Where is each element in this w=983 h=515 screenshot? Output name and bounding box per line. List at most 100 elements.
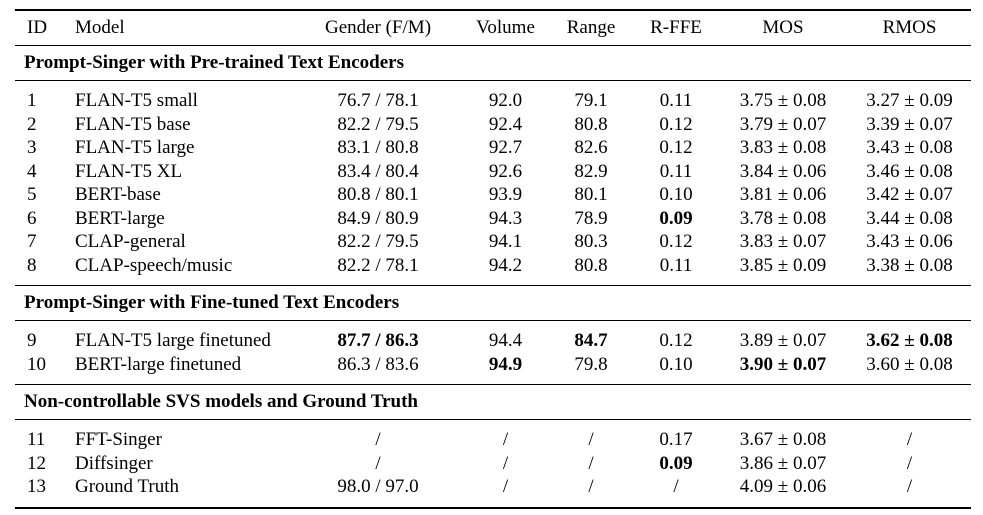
cell-id: 8: [27, 254, 37, 276]
cell-mos: 3.86 ± 0.07: [739, 452, 827, 474]
cell-volume: 94.4: [488, 330, 523, 351]
cell-rffe: 0.12: [659, 231, 693, 252]
cell-rffe: 0.12: [659, 113, 693, 135]
header-model: Model: [59, 9, 293, 46]
cell-rffe: 0.11: [659, 254, 693, 276]
cell-range: 79.8: [574, 353, 608, 375]
cell-range-best: 84.7: [574, 330, 608, 351]
cell-range: 80.1: [574, 184, 608, 205]
section-title: Prompt-Singer with Fine-tuned Text Encod…: [15, 285, 971, 321]
cell-model: FLAN-T5 small: [75, 90, 198, 111]
cell-gender: 82.2 / 78.1: [337, 254, 419, 276]
cell-mos: 3.67 ± 0.08: [739, 429, 827, 450]
header-rffe: R-FFE: [634, 9, 718, 46]
cell-model: Diffsinger: [75, 452, 153, 474]
cell-rmos-best: 3.62 ± 0.08: [866, 330, 953, 351]
cell-volume: 92.7: [488, 137, 523, 158]
cell-range: /: [588, 429, 594, 450]
cell-rmos: 3.43 ± 0.08: [866, 137, 953, 158]
cell-mos: 3.81 ± 0.06: [739, 184, 827, 205]
cell-rmos: 3.43 ± 0.06: [866, 231, 953, 252]
cell-range: 82.6: [574, 137, 608, 158]
table-row: 10 BERT-large finetuned 86.3 / 83.6 94.9…: [15, 353, 971, 377]
section-title: Non-controllable SVS models and Ground T…: [15, 384, 971, 420]
cell-rffe: 0.10: [659, 353, 693, 375]
section-header: Prompt-Singer with Fine-tuned Text Encod…: [15, 285, 971, 321]
cell-volume: /: [502, 476, 509, 497]
cell-model: Ground Truth: [75, 476, 179, 497]
cell-volume-best: 94.9: [488, 353, 523, 375]
cell-gender: /: [375, 452, 381, 474]
table-row: 11 FFT-Singer / / / 0.17 3.67 ± 0.08 /: [15, 428, 971, 452]
header-volume: Volume: [463, 9, 548, 46]
cell-rffe-best: 0.09: [659, 452, 693, 474]
header-id: ID: [15, 9, 59, 46]
cell-range: 80.8: [574, 113, 608, 135]
cell-rmos: /: [906, 476, 913, 497]
cell-gender: /: [375, 429, 381, 450]
cell-gender: 86.3 / 83.6: [337, 353, 419, 375]
cell-model: BERT-large finetuned: [75, 353, 242, 375]
cell-volume: 94.2: [488, 254, 523, 276]
cell-model: CLAP-general: [75, 231, 186, 252]
cell-mos-best: 3.90 ± 0.07: [739, 353, 827, 375]
section-title: Prompt-Singer with Pre-trained Text Enco…: [15, 45, 971, 81]
cell-mos: 3.75 ± 0.08: [739, 90, 827, 111]
header-rmos: RMOS: [848, 9, 971, 46]
cell-volume: 93.9: [488, 184, 523, 205]
cell-mos: 4.09 ± 0.06: [739, 476, 827, 497]
cell-range: 79.1: [574, 90, 608, 111]
cell-id: 2: [27, 113, 37, 135]
cell-id: 9: [27, 330, 37, 351]
header-gender: Gender (F/M): [293, 9, 463, 46]
cell-rffe: 0.17: [659, 429, 693, 450]
cell-rffe: 0.11: [659, 160, 693, 182]
cell-model: FLAN-T5 large finetuned: [75, 330, 271, 351]
cell-mos: 3.83 ± 0.07: [739, 231, 827, 252]
cell-rffe: /: [673, 476, 679, 497]
table-row: 2 FLAN-T5 base 82.2 / 79.5 92.4 80.8 0.1…: [15, 113, 971, 137]
cell-volume: 92.0: [488, 90, 523, 111]
cell-range: /: [588, 476, 594, 497]
cell-id: 1: [27, 90, 37, 111]
table-row: 6 BERT-large 84.9 / 80.9 94.3 78.9 0.09 …: [15, 207, 971, 231]
cell-model: FLAN-T5 base: [75, 113, 191, 135]
cell-volume: /: [502, 429, 509, 450]
section-header: Prompt-Singer with Pre-trained Text Enco…: [15, 45, 971, 81]
table-row: 1 FLAN-T5 small 76.7 / 78.1 92.0 79.1 0.…: [15, 89, 971, 113]
cell-volume: 94.3: [488, 207, 523, 229]
cell-mos: 3.89 ± 0.07: [739, 330, 827, 351]
cell-id: 13: [27, 476, 46, 497]
table-row: 9 FLAN-T5 large finetuned 87.7 / 86.3 94…: [15, 329, 971, 353]
cell-mos: 3.79 ± 0.07: [739, 113, 827, 135]
cell-gender: 84.9 / 80.9: [337, 207, 419, 229]
table-row: 13 Ground Truth 98.0 / 97.0 / / / 4.09 ±…: [15, 475, 971, 499]
cell-volume: 92.4: [488, 113, 523, 135]
cell-volume: /: [502, 452, 509, 474]
cell-id: 5: [27, 184, 37, 205]
cell-model: CLAP-speech/music: [75, 254, 233, 276]
cell-mos: 3.84 ± 0.06: [739, 160, 827, 182]
table-row: 5 BERT-base 80.8 / 80.1 93.9 80.1 0.10 3…: [15, 183, 971, 207]
cell-rffe-best: 0.09: [659, 207, 693, 229]
cell-range: 78.9: [574, 207, 608, 229]
header-row: ID Model Gender (F/M) Volume Range R-FFE…: [15, 9, 971, 46]
section-header: Non-controllable SVS models and Ground T…: [15, 384, 971, 420]
cell-rmos: 3.38 ± 0.08: [866, 254, 953, 276]
header-mos: MOS: [718, 9, 848, 46]
cell-gender: 83.1 / 80.8: [337, 137, 419, 158]
cell-model: BERT-large: [75, 207, 165, 229]
table-row: 12 Diffsinger / / / 0.09 3.86 ± 0.07 /: [15, 452, 971, 476]
cell-id: 11: [27, 429, 46, 450]
cell-id: 3: [27, 137, 37, 158]
cell-gender-best: 87.7 / 86.3: [337, 330, 419, 351]
cell-rmos: 3.46 ± 0.08: [866, 160, 953, 182]
cell-rmos: /: [906, 452, 913, 474]
cell-rmos: 3.39 ± 0.07: [866, 113, 953, 135]
cell-id: 12: [27, 452, 46, 474]
table-row: 3 FLAN-T5 large 83.1 / 80.8 92.7 82.6 0.…: [15, 136, 971, 160]
cell-model: FLAN-T5 XL: [75, 160, 183, 182]
cell-gender: 76.7 / 78.1: [337, 90, 419, 111]
table-row: 8 CLAP-speech/music 82.2 / 78.1 94.2 80.…: [15, 254, 971, 278]
cell-range: /: [588, 452, 594, 474]
